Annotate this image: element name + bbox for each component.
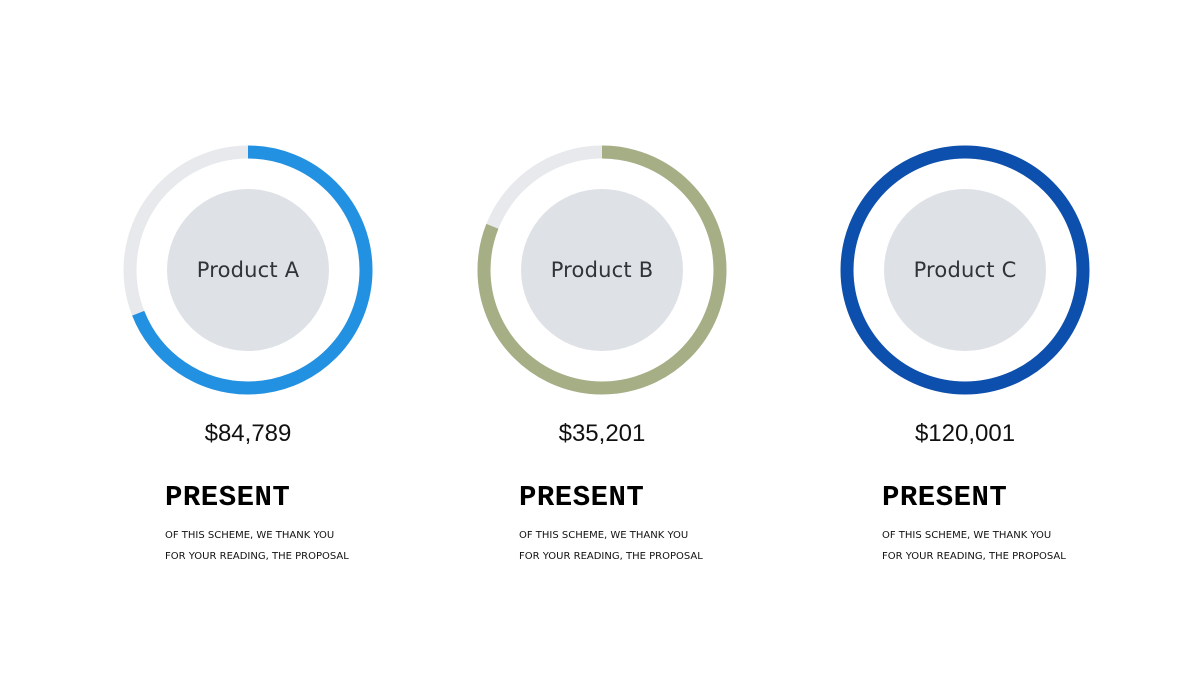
donut-inner-a (167, 189, 329, 351)
donut-arc-c (840, 145, 1090, 395)
donut-inner-b (521, 189, 683, 351)
donut-chart-c: Product C (840, 145, 1090, 395)
amount-b: $35,201 (558, 420, 646, 447)
description-line-a-1: OF THIS SCHEME, WE THANK YOU (165, 530, 335, 541)
description-line-c-1: OF THIS SCHEME, WE THANK YOU (882, 530, 1052, 541)
description-b: OF THIS SCHEME, WE THANK YOU FOR YOUR RE… (519, 525, 759, 567)
description-line-c-2: FOR YOUR READING, THE PROPOSAL (882, 551, 1066, 562)
donut-chart-b: Product B (477, 145, 727, 395)
donut-svg-a (123, 145, 373, 395)
donut-label-a: Product A (196, 258, 300, 282)
description-c: OF THIS SCHEME, WE THANK YOU FOR YOUR RE… (882, 525, 1122, 567)
description-a: OF THIS SCHEME, WE THANK YOU FOR YOUR RE… (165, 525, 405, 567)
donut-arc-a (123, 145, 373, 395)
description-line-a-2: FOR YOUR READING, THE PROPOSAL (165, 551, 349, 562)
donut-label-c: Product C (913, 258, 1017, 282)
donut-svg-c (840, 145, 1090, 395)
product-card-c: Product C $120,001 PRESENT OF THIS SCHEM… (785, 145, 1145, 575)
product-card-a: Product A $84,789 PRESENT OF THIS SCHEME… (68, 145, 428, 575)
heading-b: PRESENT (519, 481, 645, 514)
donut-svg-b (477, 145, 727, 395)
donut-chart-a: Product A (123, 145, 373, 395)
heading-a: PRESENT (165, 481, 291, 514)
amount-a: $84,789 (204, 420, 292, 447)
product-card-b: Product B $35,201 PRESENT OF THIS SCHEME… (422, 145, 782, 575)
amount-c: $120,001 (914, 420, 1016, 447)
donut-arc-b (477, 145, 727, 395)
donut-label-b: Product B (550, 258, 654, 282)
description-line-b-1: OF THIS SCHEME, WE THANK YOU (519, 530, 689, 541)
description-line-b-2: FOR YOUR READING, THE PROPOSAL (519, 551, 703, 562)
heading-c: PRESENT (882, 481, 1008, 514)
donut-inner-c (884, 189, 1046, 351)
